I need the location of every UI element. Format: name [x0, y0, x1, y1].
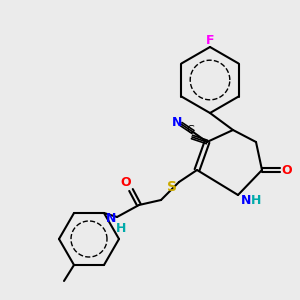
Text: N: N — [106, 212, 116, 226]
Text: H: H — [251, 194, 261, 206]
Text: N: N — [172, 116, 182, 128]
Text: N: N — [241, 194, 251, 206]
Text: O: O — [121, 176, 131, 188]
Text: H: H — [116, 223, 126, 236]
Text: F: F — [206, 34, 214, 46]
Text: O: O — [282, 164, 292, 176]
Text: S: S — [167, 180, 177, 194]
Text: C: C — [186, 125, 194, 135]
